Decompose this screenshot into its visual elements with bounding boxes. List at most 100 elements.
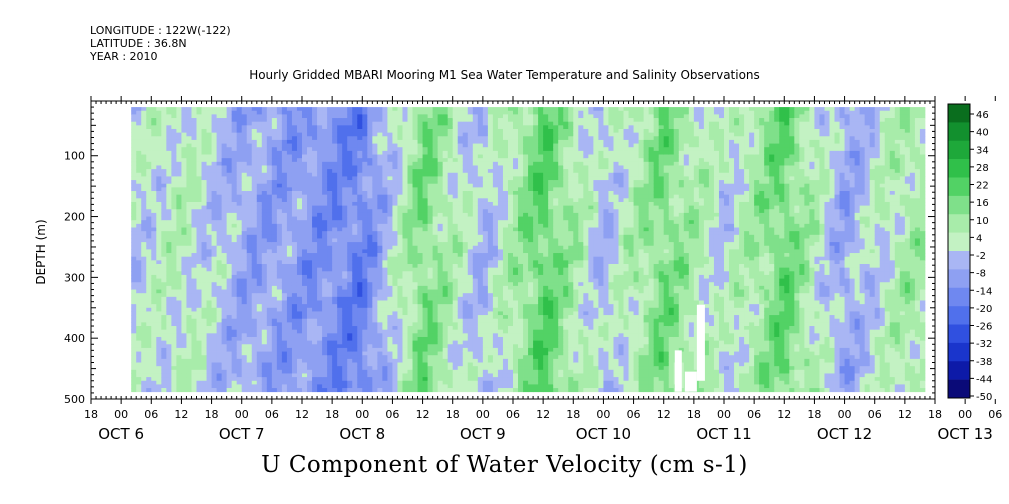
heat-cell (437, 139, 444, 144)
heat-cell (161, 121, 167, 126)
heat-cell (211, 158, 217, 163)
heat-cell (201, 132, 207, 137)
heat-cell (266, 125, 273, 130)
heat-cell (442, 263, 449, 269)
heat-cell (327, 128, 333, 134)
heat-cell (327, 355, 333, 360)
heat-cell (161, 329, 167, 334)
heat-cell (337, 154, 343, 159)
heat-cell (397, 223, 403, 228)
heat-cell (382, 172, 388, 177)
heat-cell (251, 118, 258, 123)
heat-cell (342, 315, 348, 320)
heat-cell (392, 245, 398, 250)
heat-cell (322, 136, 328, 141)
heat-cell (387, 271, 393, 276)
heat-cell (171, 176, 177, 181)
heat-cell (146, 176, 152, 181)
heat-cell (156, 139, 162, 144)
heat-cell (201, 249, 207, 254)
heat-cell (256, 238, 263, 243)
heat-cell (191, 161, 197, 166)
heat-cell (422, 245, 428, 250)
heat-cell (442, 191, 449, 196)
heat-cell (392, 183, 398, 188)
heat-cell (241, 253, 248, 258)
heat-cell (136, 344, 142, 349)
heat-cell (251, 209, 258, 214)
heat-cell (146, 351, 152, 356)
heat-cell (367, 227, 373, 232)
heat-cell (322, 322, 328, 327)
heat-cell (256, 139, 263, 144)
heat-cell (402, 194, 408, 199)
heat-cell (196, 201, 202, 207)
heat-cell (181, 158, 187, 163)
heat-cell (387, 172, 393, 177)
heat-cell (392, 201, 398, 207)
heat-cell (337, 344, 343, 349)
heat-cell (317, 307, 323, 312)
heat-cell (437, 373, 444, 378)
heat-cell (156, 110, 162, 115)
heat-cell (176, 201, 182, 207)
heat-cell (397, 351, 403, 356)
heat-cell (337, 388, 343, 393)
heat-cell (206, 220, 212, 225)
heat-cell (206, 216, 212, 221)
heat-cell (397, 187, 403, 192)
heat-cell (442, 209, 449, 214)
heat-cell (131, 358, 137, 363)
heat-cell (337, 201, 343, 207)
heat-cell (146, 333, 152, 338)
heat-cell (216, 384, 223, 389)
heat-cell (377, 384, 383, 389)
heat-cell (231, 227, 238, 232)
heat-cell (266, 344, 273, 349)
heat-cell (387, 176, 393, 181)
heat-cell (191, 351, 197, 356)
heat-cell (201, 231, 207, 236)
heat-cell (201, 340, 207, 345)
heat-cell (387, 227, 393, 232)
heat-cell (417, 121, 423, 126)
heat-cell (312, 118, 318, 123)
heat-cell (312, 169, 318, 174)
heat-cell (176, 326, 182, 331)
heat-cell (226, 347, 233, 352)
heat-cell (221, 194, 228, 199)
heat-cell (211, 143, 217, 148)
heat-cell (246, 154, 253, 159)
heat-cell (251, 158, 258, 163)
heat-cell (407, 347, 413, 352)
heat-cell (327, 311, 333, 316)
heat-cell (332, 169, 338, 174)
heat-cell (327, 263, 333, 269)
heat-cell (407, 322, 413, 327)
heat-cell (266, 143, 273, 148)
heat-cell (231, 180, 238, 185)
heat-cell (342, 369, 348, 374)
heat-cell (176, 318, 182, 323)
heat-cell (231, 209, 238, 214)
heat-cell (276, 161, 283, 166)
heat-cell (427, 209, 434, 214)
heat-cell (402, 191, 408, 196)
heat-cell (131, 223, 137, 228)
heat-cell (241, 366, 248, 371)
heat-cell (392, 256, 398, 261)
heat-cell (156, 344, 162, 349)
heat-cell (146, 296, 152, 301)
heat-cell (422, 198, 428, 203)
heat-cell (261, 293, 268, 298)
heat-cell (141, 227, 147, 232)
heat-cell (296, 136, 303, 141)
heat-cell (332, 384, 338, 389)
heat-cell (136, 161, 142, 166)
heat-cell (226, 176, 233, 181)
heat-cell (397, 227, 403, 232)
heat-cell (347, 191, 353, 196)
heat-cell (211, 110, 217, 115)
heat-cell (342, 388, 348, 393)
heat-cell (276, 300, 283, 305)
